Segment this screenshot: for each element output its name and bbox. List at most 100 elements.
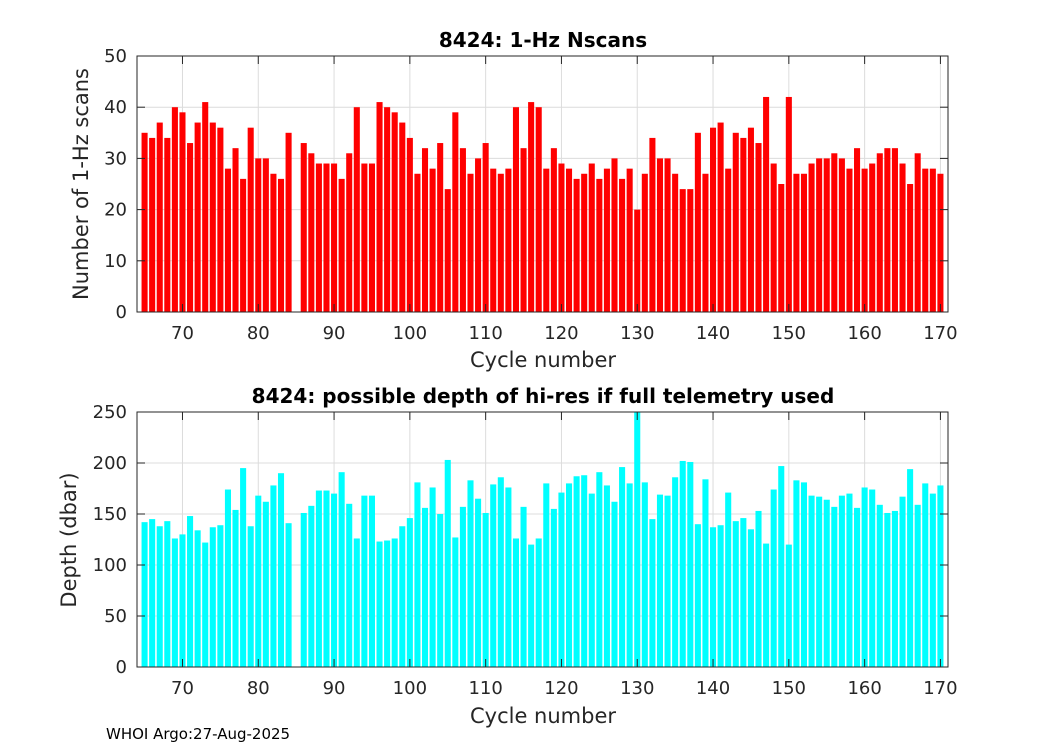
nscans-chart-title: 8424: 1-Hz Nscans xyxy=(439,28,647,52)
depth-bar xyxy=(603,485,610,667)
depth-bar xyxy=(838,495,845,667)
nscans-bar xyxy=(816,158,823,312)
depth-y-tick-label: 250 xyxy=(93,402,127,423)
depth-bar xyxy=(437,514,444,667)
depth-bar xyxy=(270,485,277,667)
depth-x-tick-label: 120 xyxy=(544,678,578,699)
nscans-bar xyxy=(558,163,565,312)
nscans-bar xyxy=(664,158,671,312)
nscans-bar xyxy=(573,178,580,312)
depth-bar xyxy=(800,482,808,667)
depth-bar xyxy=(482,512,489,667)
footer-text: WHOI Argo:27-Aug-2025 xyxy=(106,725,291,743)
nscans-bar xyxy=(672,173,679,312)
depth-bar xyxy=(179,534,186,667)
nscans-x-tick-label: 70 xyxy=(171,323,194,344)
nscans-x-tick-label: 120 xyxy=(544,323,578,344)
depth-x-tick-label: 170 xyxy=(923,678,957,699)
nscans-bar xyxy=(141,132,148,312)
nscans-bar xyxy=(331,163,338,312)
depth-bar xyxy=(528,544,535,667)
depth-axes-box xyxy=(136,411,949,668)
nscans-bar xyxy=(596,178,603,312)
depth-ticks: 70 80 90 100 110 120 130 140 150 160 170 0 50 100 150 2… xyxy=(93,402,958,699)
nscans-bar xyxy=(490,168,497,312)
nscans-y-tick-label: 50 xyxy=(104,46,127,67)
depth-x-tick-label: 70 xyxy=(171,678,194,699)
depth-bar xyxy=(209,527,216,667)
depth-y-tick-label: 200 xyxy=(93,453,127,474)
nscans-bar xyxy=(823,158,830,312)
nscans-bar xyxy=(535,107,542,312)
depth-bar xyxy=(368,495,375,667)
nscans-bar xyxy=(346,153,353,312)
depth-y-tick-label: 0 xyxy=(116,657,127,678)
depth-bar xyxy=(520,506,527,667)
nscans-y-tick-label: 30 xyxy=(104,148,127,169)
nscans-y-tick-label: 40 xyxy=(104,97,127,118)
nscans-bar xyxy=(262,158,269,312)
depth-x-axis-label: Cycle number xyxy=(470,704,616,728)
nscans-bar xyxy=(838,158,845,312)
depth-bar xyxy=(679,460,686,667)
nscans-bar xyxy=(217,127,224,313)
depth-bar xyxy=(641,482,648,667)
depth-bar xyxy=(262,501,269,667)
depth-bar xyxy=(285,523,292,667)
nscans-bar xyxy=(421,148,429,312)
nscans-bar xyxy=(581,173,588,312)
nscans-bar xyxy=(884,148,891,312)
nscans-bar xyxy=(808,163,815,312)
depth-x-tick-label: 130 xyxy=(620,678,654,699)
nscans-bar xyxy=(277,178,285,312)
nscans-bar xyxy=(747,127,754,313)
depth-bar xyxy=(558,492,565,667)
nscans-x-tick-label: 80 xyxy=(247,323,270,344)
nscans-chart: 8424: 1-Hz Nscans 70 80 90 100 110 120 130 140 1… xyxy=(69,28,958,372)
depth-bar xyxy=(876,504,883,667)
depth-bar xyxy=(384,540,391,667)
nscans-bar xyxy=(368,163,375,312)
nscans-bar xyxy=(437,143,444,312)
depth-bar xyxy=(656,494,664,667)
depth-bar xyxy=(937,485,944,667)
depth-bar xyxy=(505,487,512,667)
nscans-bar xyxy=(800,173,808,312)
nscans-bar xyxy=(785,96,792,313)
depth-bar xyxy=(694,524,701,667)
depth-bar xyxy=(171,538,178,667)
depth-bar xyxy=(232,509,239,667)
nscans-bar xyxy=(831,153,838,312)
nscans-bar xyxy=(763,96,770,313)
nscans-bar xyxy=(156,122,163,312)
nscans-bar xyxy=(475,158,482,312)
nscans-x-tick-label: 100 xyxy=(393,323,427,344)
depth-bar xyxy=(399,526,406,667)
nscans-bar xyxy=(770,163,777,312)
nscans-x-tick-label: 150 xyxy=(772,323,806,344)
nscans-x-tick-label: 110 xyxy=(468,323,502,344)
depth-bar xyxy=(581,475,588,667)
depth-bar xyxy=(194,530,201,667)
nscans-bar xyxy=(611,158,618,312)
depth-bar xyxy=(861,487,868,667)
nscans-bar xyxy=(869,163,876,312)
depth-bar xyxy=(687,461,694,667)
depth-bar xyxy=(353,538,360,667)
depth-bar xyxy=(247,526,254,667)
nscans-bar xyxy=(187,143,194,312)
depth-bar xyxy=(421,507,429,667)
nscans-bar xyxy=(619,178,626,312)
nscans-bar xyxy=(528,102,535,312)
depth-bar xyxy=(907,469,914,667)
depth-y-tick-label: 150 xyxy=(93,504,127,525)
depth-y-tick-label: 50 xyxy=(104,606,127,627)
nscans-bar xyxy=(937,173,944,312)
depth-bar xyxy=(869,489,876,667)
depth-bar xyxy=(490,484,497,667)
nscans-bars xyxy=(141,96,944,313)
nscans-bar xyxy=(452,112,459,312)
nscans-bar xyxy=(285,132,292,312)
nscans-bar xyxy=(914,153,921,312)
nscans-bar xyxy=(702,173,709,312)
